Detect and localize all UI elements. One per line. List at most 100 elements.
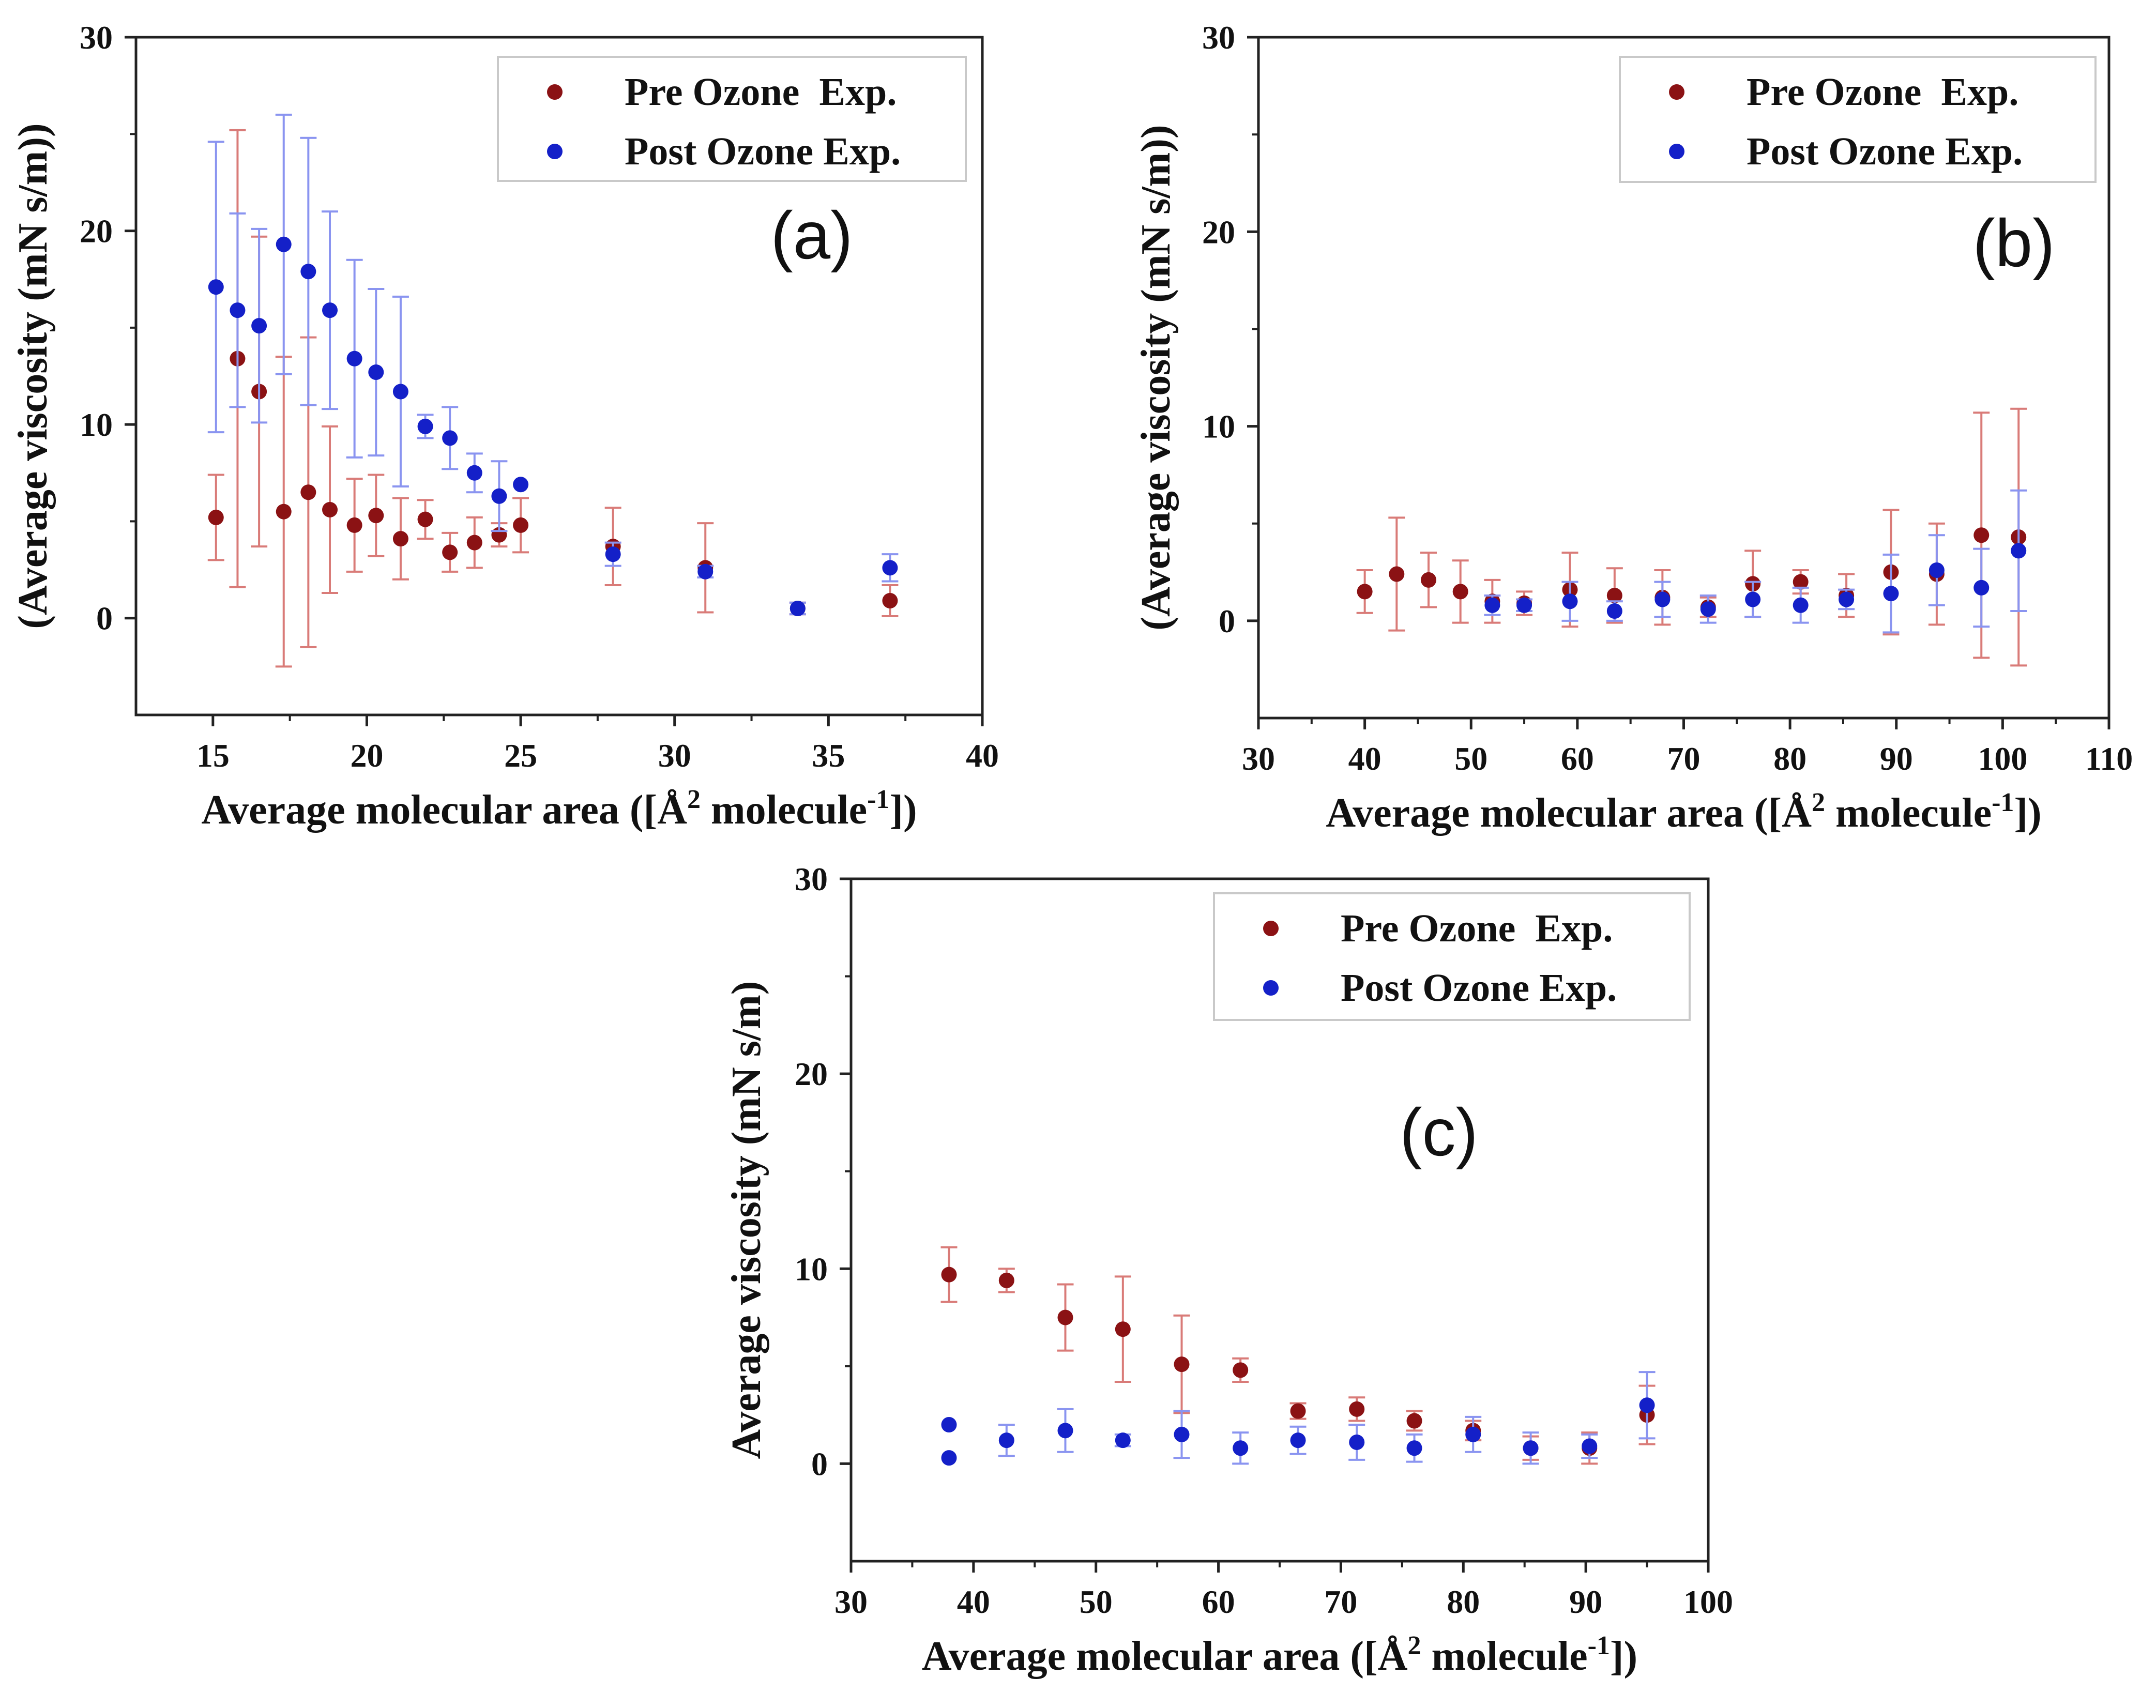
legend-marker-post: [1669, 144, 1684, 159]
legend-label-post: Post Ozone Exp.: [625, 130, 901, 173]
y-tick-label: 20: [795, 1056, 828, 1092]
x-tick-label: 30: [658, 737, 691, 774]
x-axis-title-part: molecule: [1825, 790, 1992, 836]
x-tick-label: 70: [1324, 1583, 1357, 1620]
x-axis-title: Average molecular area ([Å2 molecule-1]): [922, 1631, 1637, 1679]
x-tick-label: 50: [1080, 1583, 1113, 1620]
data-point: [392, 384, 408, 400]
data-point: [1883, 586, 1899, 602]
y-axis-title: (Average viscosity (mN s/m)): [10, 123, 56, 629]
data-point: [346, 350, 362, 367]
y-axis-title: (Average viscosity (mN s/m)): [1133, 125, 1179, 630]
data-point: [346, 517, 362, 533]
data-point: [1582, 1438, 1598, 1454]
legend: Pre Ozone Exp. Post Ozone Exp.: [1619, 56, 2097, 183]
x-axis-title-part: molecule: [1421, 1634, 1587, 1679]
y-tick-label: 30: [795, 861, 828, 897]
series-post-ozone: [207, 113, 899, 616]
data-point: [392, 531, 408, 547]
x-tick-label: 90: [1569, 1583, 1602, 1620]
legend-marker-pre: [1669, 84, 1684, 100]
x-axis-title-part: 2: [687, 785, 701, 814]
data-point: [1406, 1413, 1422, 1429]
data-point: [322, 501, 338, 517]
data-point: [1484, 597, 1500, 613]
legend-marker-post: [1263, 980, 1279, 996]
data-point: [208, 279, 224, 295]
x-tick-label: 80: [1447, 1583, 1480, 1620]
x-tick-label: 90: [1880, 740, 1913, 777]
legend-box: [1213, 892, 1691, 1021]
y-tick-label: 30: [1202, 19, 1235, 56]
legend-box: [497, 56, 967, 182]
panel-b: 30 40 50 60 70 80 90 100 110 0 10 20 30 Average molec…: [1133, 19, 2133, 836]
data-point: [466, 465, 482, 481]
data-point: [941, 1450, 957, 1466]
x-axis-title-part: ]): [889, 787, 917, 833]
y-tick-label: 20: [80, 213, 113, 250]
data-point: [1057, 1423, 1073, 1439]
x-tick-label: 25: [504, 737, 537, 774]
legend-label-pre: Pre Ozone Exp.: [1341, 907, 1613, 950]
data-point: [491, 488, 507, 504]
x-axis-title-part: Average molecular area ([Å: [922, 1634, 1408, 1679]
legend-label-pre: Pre Ozone Exp.: [625, 70, 897, 114]
x-axis-title-part: -1: [1588, 1631, 1610, 1660]
data-point: [941, 1417, 957, 1432]
y-tick-label: 10: [1202, 408, 1235, 445]
data-point: [1793, 574, 1809, 590]
data-point: [1745, 591, 1761, 607]
x-axis-title-part: -1: [1992, 788, 2014, 817]
data-point: [1654, 591, 1671, 607]
x-tick-label: 35: [812, 737, 845, 774]
y-tick-label: 0: [1219, 603, 1235, 639]
data-point: [1357, 584, 1373, 600]
data-point: [1606, 587, 1622, 603]
x-axis-title-part: ]): [2014, 790, 2041, 836]
data-point: [1174, 1356, 1190, 1372]
data-point: [1174, 1426, 1190, 1442]
y-tick-label: 10: [795, 1250, 828, 1287]
x-tick-label: 110: [2085, 740, 2133, 777]
x-tick-label: 40: [957, 1583, 990, 1620]
y-axis-title: Average viscosity (mN s/m): [724, 981, 769, 1459]
legend: Pre Ozone Exp. Post Ozone Exp.: [1213, 892, 1691, 1021]
y-tick-label: 20: [1202, 213, 1235, 250]
data-point: [442, 544, 458, 560]
data-point: [1929, 562, 1945, 578]
data-point: [368, 508, 384, 524]
series-post-ozone: [1484, 489, 2027, 634]
data-point: [1057, 1309, 1073, 1325]
x-tick-label: 40: [1348, 740, 1381, 777]
data-point: [1700, 601, 1716, 617]
legend-label-post: Post Ozone Exp.: [1341, 966, 1617, 1010]
x-axis-title-part: -1: [867, 785, 889, 814]
data-point: [276, 504, 292, 520]
data-point: [1406, 1440, 1422, 1456]
x-tick-label: 60: [1202, 1583, 1235, 1620]
data-point: [1349, 1434, 1365, 1450]
data-point: [300, 484, 316, 500]
x-tick-label: 100: [1978, 740, 2027, 777]
data-point: [2011, 543, 2027, 559]
x-tick-label: 30: [834, 1583, 868, 1620]
data-point: [466, 535, 482, 551]
x-tick-label: 60: [1561, 740, 1594, 777]
x-axis-title: Average molecular area ([Å2 molecule-1]): [201, 785, 917, 833]
data-point: [941, 1267, 957, 1283]
data-point: [697, 563, 713, 580]
panel-c: 30 40 50 60 70 80 90 100 0 10 20 30 Average molecula…: [724, 861, 1733, 1679]
legend-box: [1619, 56, 2097, 183]
data-point: [322, 302, 338, 318]
x-axis-title: Average molecular area ([Å2 molecule-1]): [1326, 788, 2041, 836]
x-tick-label: 70: [1667, 740, 1700, 777]
data-point: [1606, 603, 1622, 619]
data-point: [789, 600, 806, 616]
data-point: [442, 430, 458, 446]
legend-marker-pre: [1263, 921, 1279, 936]
data-point: [276, 236, 292, 252]
x-tick-label: 30: [1242, 740, 1275, 777]
data-point: [1349, 1401, 1365, 1417]
x-axis-title-part: molecule: [701, 787, 867, 833]
